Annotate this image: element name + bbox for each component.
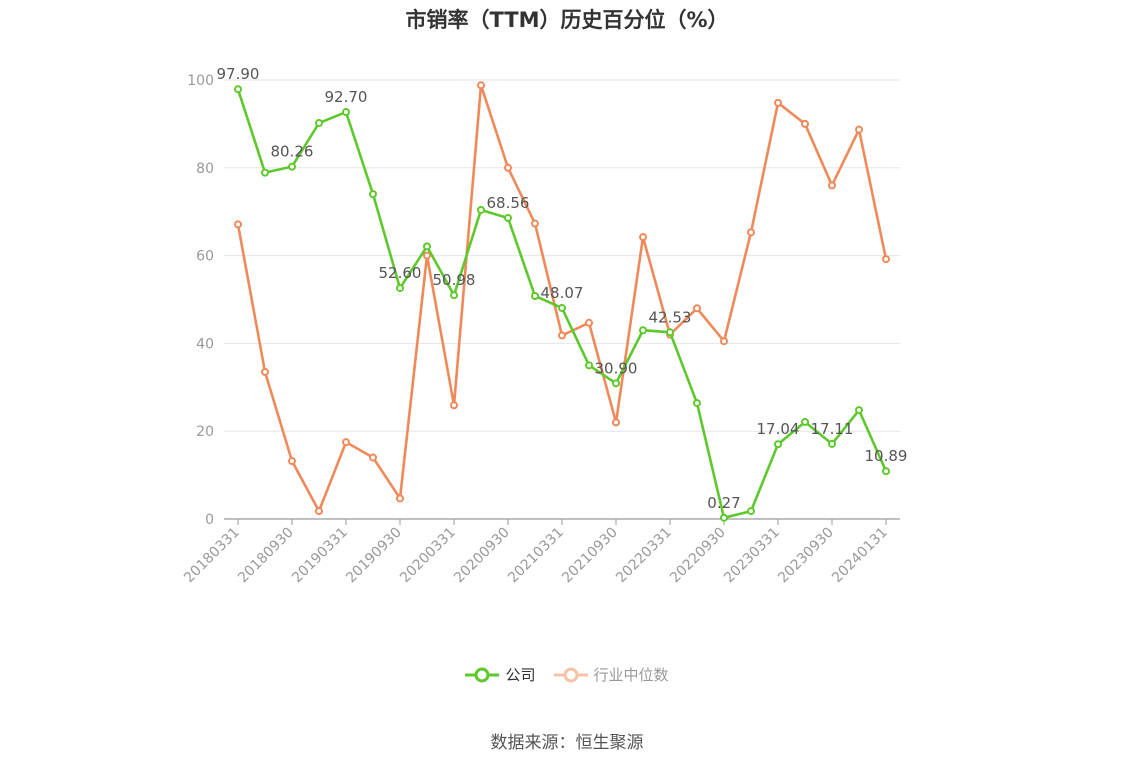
data-point-company (720, 513, 728, 522)
data-point-company (342, 108, 350, 117)
data-point-company (504, 214, 512, 223)
data-point-company (234, 85, 242, 94)
data-label: 0.27 (707, 494, 740, 512)
data-source-note: 数据来源：恒生聚源 (490, 733, 644, 753)
data-point-company (639, 326, 647, 335)
data-point-company (801, 417, 809, 426)
data-point-industry-median (639, 233, 647, 242)
x-tick-label: 20200930 (451, 525, 513, 587)
data-point-industry-median (585, 318, 593, 327)
label-layer: 97.90 80.26 92.70 52.60 50.98 68.56 48.07 30.90… (217, 65, 908, 512)
data-point-industry-median (396, 494, 404, 503)
y-tick-label: 40 (196, 336, 214, 352)
x-tick-label: 20230331 (721, 525, 783, 587)
x-tick-label: 20210331 (505, 525, 567, 587)
y-tick-label: 0 (205, 512, 214, 528)
data-point-company (261, 168, 269, 177)
data-label: 17.11 (811, 420, 854, 438)
data-label: 10.89 (865, 447, 908, 465)
data-label: 52.60 (379, 264, 422, 282)
data-label: 30.90 (595, 359, 638, 377)
data-point-company (288, 162, 296, 171)
x-tick-label: 20210930 (559, 525, 621, 587)
data-label: 50.98 (433, 271, 476, 289)
data-point-industry-median (261, 367, 269, 376)
data-label: 17.04 (757, 420, 800, 438)
y-tick-label: 80 (196, 161, 214, 177)
data-point-company (828, 439, 836, 448)
data-point-company (855, 406, 863, 415)
data-point-industry-median (558, 331, 566, 340)
y-tick-label: 20 (196, 424, 214, 440)
x-tick-label: 20220930 (667, 525, 729, 587)
data-point-company (450, 291, 458, 300)
data-label: 92.70 (325, 88, 368, 106)
legend-item-company[interactable]: 公司 (465, 664, 536, 685)
data-point-industry-median (423, 251, 431, 260)
data-point-industry-median (477, 81, 485, 90)
data-point-company (585, 361, 593, 370)
data-label: 48.07 (541, 284, 584, 302)
x-tick-label: 20190331 (289, 525, 351, 587)
data-point-industry-median (693, 304, 701, 313)
series-line-company (236, 88, 888, 520)
data-point-company (315, 119, 323, 128)
legend-industry-label: 行业中位数 (593, 666, 669, 684)
x-tick-label: 20230930 (775, 525, 837, 587)
grid-layer (224, 79, 900, 432)
data-point-industry-median (450, 401, 458, 410)
data-point-industry-median (342, 438, 350, 447)
x-tick-label: 20180930 (235, 525, 297, 587)
data-point-company (396, 284, 404, 293)
x-tick-label: 20220331 (613, 525, 675, 587)
data-label: 42.53 (649, 308, 692, 326)
data-point-industry-median (747, 228, 755, 237)
x-tick-label: 20180331 (181, 525, 243, 587)
data-point-company (612, 379, 620, 388)
data-point-industry-median (315, 507, 323, 516)
series-layer (234, 81, 890, 522)
data-point-industry-median (531, 219, 539, 228)
y-tick-label: 100 (187, 73, 214, 89)
y-tick-label: 60 (196, 249, 214, 265)
data-point-industry-median (801, 119, 809, 128)
data-point-company (558, 303, 566, 312)
legend-company-marker (465, 667, 500, 682)
data-point-company (477, 205, 485, 214)
data-label: 68.56 (487, 194, 530, 212)
x-tick-label: 20190930 (343, 525, 405, 587)
data-point-company (747, 507, 755, 516)
data-label: 80.26 (271, 143, 314, 161)
data-point-industry-median (828, 181, 836, 190)
data-point-company (693, 399, 701, 408)
data-point-industry-median (369, 453, 377, 462)
legend: 公司 行业中位数 (0, 664, 1134, 685)
data-point-company (882, 467, 890, 476)
data-point-company (423, 242, 431, 251)
data-label: 97.90 (217, 65, 260, 83)
data-point-industry-median (882, 255, 890, 264)
data-point-industry-median (504, 163, 512, 172)
legend-industry-marker (553, 667, 588, 682)
data-point-industry-median (720, 337, 728, 346)
x-tick-label: 20200331 (397, 525, 459, 587)
data-point-industry-median (234, 220, 242, 229)
legend-company-label: 公司 (505, 666, 536, 684)
data-point-company (369, 190, 377, 199)
data-point-industry-median (612, 418, 620, 427)
data-point-company (774, 440, 782, 449)
x-tick-label: 20240131 (829, 525, 891, 587)
data-point-industry-median (855, 125, 863, 134)
legend-item-industry-median[interactable]: 行业中位数 (553, 664, 669, 685)
data-point-industry-median (288, 457, 296, 466)
data-point-company (531, 291, 539, 300)
chart-title: 市销率（TTM）历史百分位（%） (405, 8, 729, 32)
data-point-industry-median (774, 98, 782, 107)
data-point-company (666, 328, 674, 337)
